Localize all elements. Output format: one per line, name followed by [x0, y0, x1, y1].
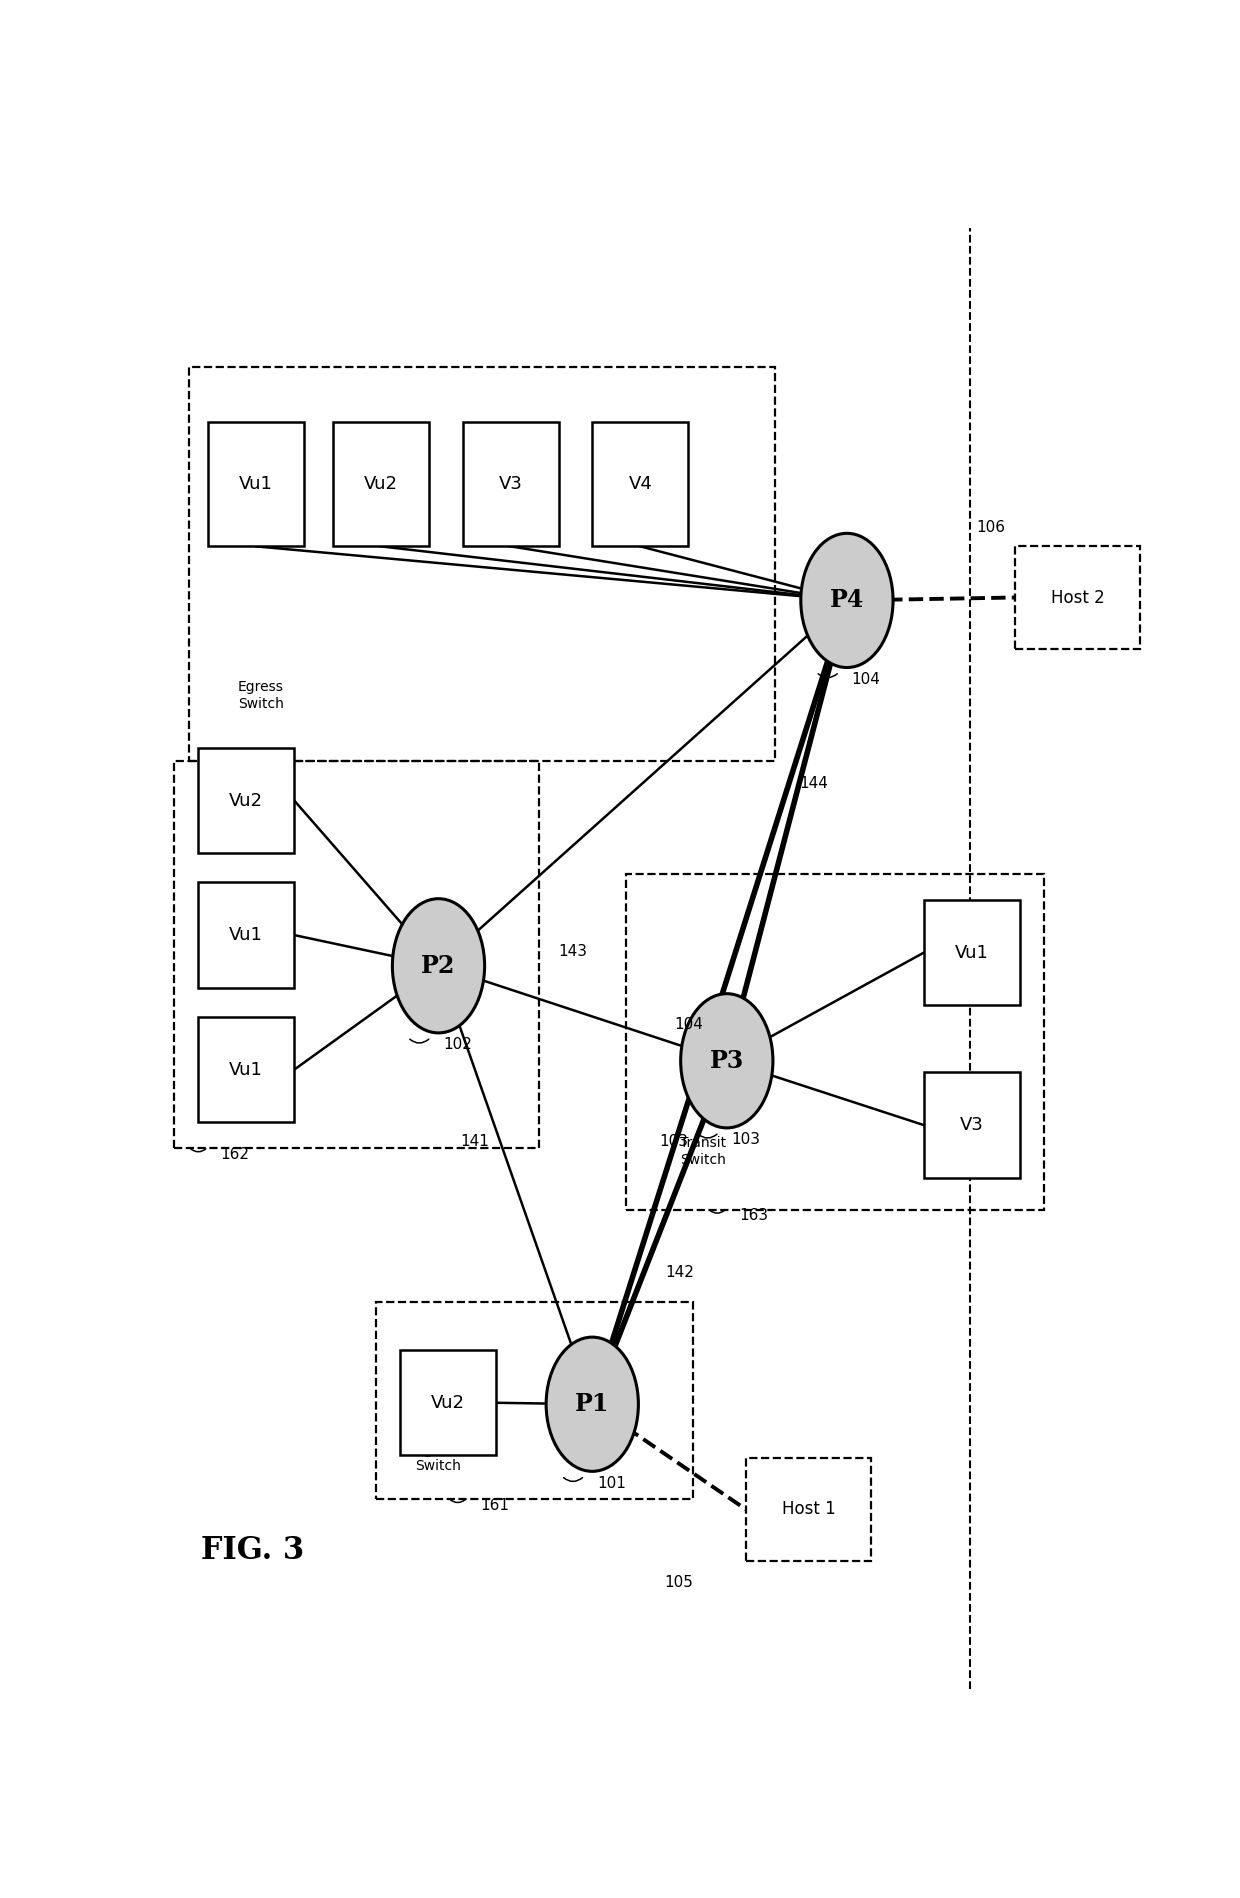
Ellipse shape	[681, 995, 773, 1127]
Text: Vu2: Vu2	[363, 474, 398, 493]
Text: 101: 101	[596, 1475, 626, 1490]
Bar	[198, 748, 294, 854]
Text: P4: P4	[830, 588, 864, 613]
Bar	[188, 366, 775, 761]
Text: 103: 103	[732, 1131, 760, 1146]
Bar	[198, 883, 294, 987]
Text: 105: 105	[665, 1575, 693, 1591]
Bar	[626, 873, 1044, 1209]
Text: Host 2: Host 2	[1050, 588, 1105, 607]
Bar	[174, 761, 539, 1148]
Text: 144: 144	[799, 776, 828, 791]
Text: 106: 106	[977, 520, 1006, 535]
Text: 164: 164	[229, 761, 259, 776]
Bar	[208, 421, 304, 547]
Text: 143: 143	[558, 943, 588, 958]
Bar	[332, 421, 429, 547]
Text: Vu1: Vu1	[955, 943, 988, 962]
Text: Vu1: Vu1	[239, 474, 273, 493]
Text: Vu2: Vu2	[432, 1393, 465, 1412]
Bar	[1016, 547, 1140, 649]
Bar	[463, 421, 558, 547]
Text: V3: V3	[498, 474, 522, 493]
Bar	[924, 1072, 1021, 1177]
Text: V4: V4	[629, 474, 652, 493]
Bar	[198, 1017, 294, 1122]
Text: 161: 161	[480, 1498, 508, 1513]
Bar	[924, 900, 1021, 1006]
Ellipse shape	[801, 533, 893, 668]
Text: FIG. 3: FIG. 3	[201, 1535, 304, 1566]
Text: 104: 104	[852, 672, 880, 687]
Text: Transit
Switch: Transit Switch	[201, 1067, 247, 1097]
Text: 104: 104	[673, 1017, 703, 1033]
Text: Egress
Switch: Egress Switch	[238, 679, 284, 710]
Text: 142: 142	[666, 1266, 694, 1281]
Text: 102: 102	[444, 1036, 472, 1051]
Text: P2: P2	[422, 955, 455, 977]
Bar	[401, 1349, 496, 1456]
Text: Transit
Switch: Transit Switch	[680, 1137, 725, 1167]
Text: 141: 141	[460, 1133, 490, 1148]
Text: Vu2: Vu2	[229, 791, 263, 810]
Text: P3: P3	[709, 1050, 744, 1072]
Text: 163: 163	[739, 1209, 769, 1222]
Text: 103: 103	[660, 1133, 688, 1148]
Text: P1: P1	[575, 1393, 609, 1416]
Text: Vu1: Vu1	[229, 926, 263, 943]
Bar	[376, 1302, 693, 1499]
Ellipse shape	[392, 898, 485, 1033]
Text: V3: V3	[960, 1116, 983, 1135]
Bar	[746, 1458, 870, 1560]
Text: 162: 162	[221, 1146, 249, 1162]
Ellipse shape	[546, 1336, 639, 1471]
Text: Vu1: Vu1	[229, 1061, 263, 1078]
Text: Egress
Switch: Egress Switch	[415, 1442, 461, 1473]
Bar	[593, 421, 688, 547]
Text: Host 1: Host 1	[781, 1501, 836, 1518]
